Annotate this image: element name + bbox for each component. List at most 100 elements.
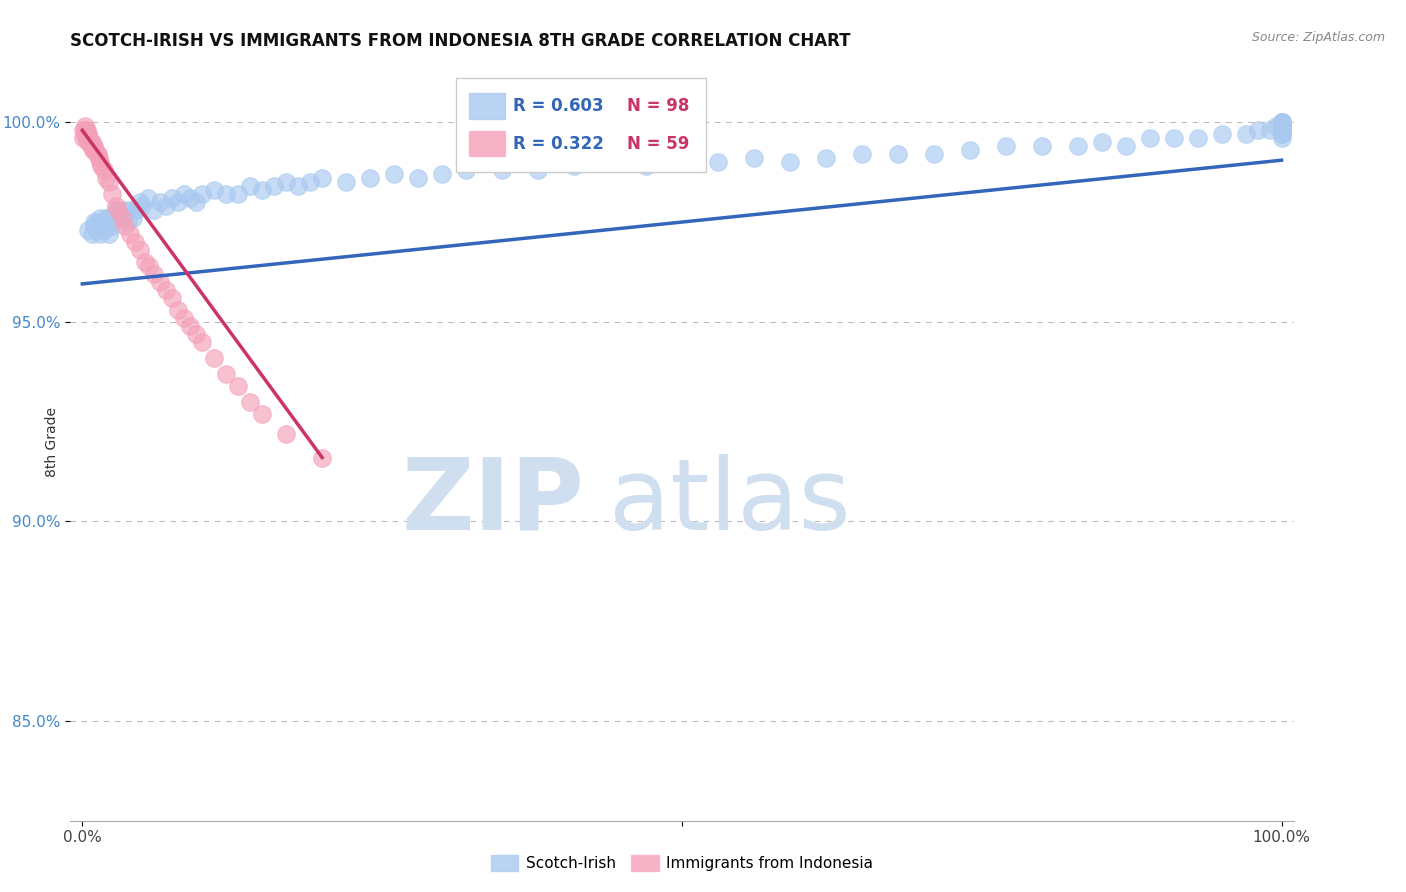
Point [191,187,214,202]
Point [276,426,298,441]
Point [250,407,273,421]
Point [1270,120,1292,134]
Text: SCOTCH-IRISH VS IMMIGRANTS FROM INDONESIA 8TH GRADE CORRELATION CHART: SCOTCH-IRISH VS IMMIGRANTS FROM INDONESI… [70,32,851,50]
Point [75,131,97,145]
Text: R = 0.603: R = 0.603 [513,96,603,115]
Point [89,155,111,169]
Point [922,147,945,161]
Point [73,120,96,134]
Point [1139,131,1161,145]
Point [72,131,94,145]
Point [186,195,208,210]
Point [86,147,108,161]
Point [120,227,142,241]
Point [491,163,513,178]
Point [83,143,105,157]
Point [143,267,166,281]
Point [131,199,153,213]
Point [1246,123,1268,137]
Point [76,123,98,137]
Point [76,128,98,142]
Point [1270,120,1292,134]
Point [382,167,405,181]
Point [173,310,195,325]
Point [1211,128,1233,142]
Point [1270,120,1292,134]
Point [1115,139,1137,153]
Point [83,215,105,229]
Point [101,187,124,202]
Point [1270,115,1292,129]
Point [1270,123,1292,137]
Point [86,215,108,229]
Point [779,155,801,169]
Point [83,139,105,153]
Point [80,227,103,241]
Point [707,155,730,169]
Point [107,203,129,218]
Point [107,203,129,218]
Point [128,243,150,257]
Point [155,283,177,297]
Point [671,155,693,169]
Point [186,326,208,341]
Point [76,131,98,145]
FancyBboxPatch shape [470,130,505,156]
Point [311,450,333,465]
Point [1091,135,1114,149]
Point [96,211,118,225]
Text: N = 59: N = 59 [627,135,689,153]
Point [179,318,201,333]
Point [93,223,115,237]
Y-axis label: 8th Grade: 8th Grade [45,407,59,476]
Point [1270,123,1292,137]
Point [167,302,190,317]
Point [110,211,132,225]
Point [75,123,97,137]
Point [160,191,183,205]
Text: Source: ZipAtlas.com: Source: ZipAtlas.com [1251,31,1385,45]
Point [239,394,262,409]
Point [93,215,115,229]
Text: ZIP: ZIP [401,454,583,550]
Point [959,143,981,157]
Point [149,195,172,210]
Point [79,131,101,145]
Point [107,207,129,221]
Point [143,203,166,218]
Point [83,219,105,233]
Point [851,147,873,161]
Point [89,211,111,225]
Point [742,151,765,165]
Point [1270,115,1292,129]
Point [215,367,238,381]
Point [73,123,96,137]
Point [84,143,107,157]
Point [73,128,96,142]
Text: R = 0.322: R = 0.322 [513,135,605,153]
Point [96,171,118,186]
Point [1258,123,1281,137]
Point [104,199,127,213]
Point [1270,120,1292,134]
Point [87,147,110,161]
Point [1066,139,1088,153]
Point [79,135,101,149]
Point [121,211,143,225]
Point [887,147,910,161]
Point [430,167,453,181]
Point [599,155,621,169]
Point [1270,128,1292,142]
Point [101,219,124,233]
Text: atlas: atlas [609,454,851,550]
Point [202,351,225,365]
Point [138,259,160,273]
Point [77,128,100,142]
Point [1270,120,1292,134]
Point [226,378,249,392]
Point [89,227,111,241]
Point [136,191,159,205]
Point [104,211,127,225]
Point [82,143,104,157]
Point [276,175,298,189]
